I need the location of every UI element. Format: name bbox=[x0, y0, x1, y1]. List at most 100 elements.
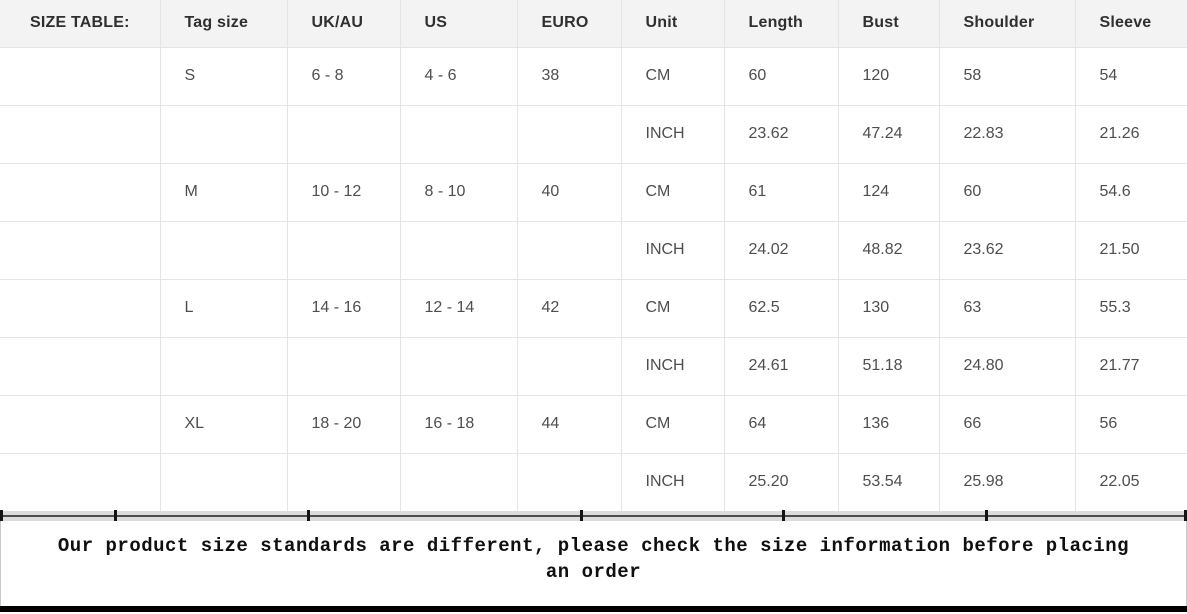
table-cell: 4 - 6 bbox=[399, 46, 518, 106]
header-length: Length bbox=[723, 0, 839, 48]
table-cell: 124 bbox=[837, 162, 940, 222]
table-cell: 10 - 12 bbox=[286, 162, 401, 222]
table-row: INCH 25.20 53.54 25.98 22.05 bbox=[0, 452, 1187, 512]
table-cell: 21.26 bbox=[1074, 104, 1187, 164]
table-cell: 53.54 bbox=[837, 452, 940, 512]
table-cell: 23.62 bbox=[938, 220, 1076, 280]
table-cell: 23.62 bbox=[723, 104, 839, 164]
table-cell bbox=[159, 220, 288, 280]
table-cell: 47.24 bbox=[837, 104, 940, 164]
size-note-text: Our product size standards are different… bbox=[57, 535, 1130, 583]
table-cell: 66 bbox=[938, 394, 1076, 454]
table-cell bbox=[0, 452, 161, 512]
header-row: SIZE TABLE: Tag size UK/AU US EURO Unit … bbox=[0, 0, 1187, 48]
table-cell: 54.6 bbox=[1074, 162, 1187, 222]
table-cell: 54 bbox=[1074, 46, 1187, 106]
table-cell bbox=[0, 278, 161, 338]
table-row: M 10 - 12 8 - 10 40 CM 61 124 60 54.6 bbox=[0, 162, 1187, 222]
table-cell: CM bbox=[620, 278, 725, 338]
table-cell: 21.77 bbox=[1074, 336, 1187, 396]
table-cell: 40 bbox=[516, 162, 622, 222]
table-cell: 8 - 10 bbox=[399, 162, 518, 222]
scrollbar-tick bbox=[782, 510, 785, 522]
table-cell: CM bbox=[620, 162, 725, 222]
table-cell: 136 bbox=[837, 394, 940, 454]
table-cell: 61 bbox=[723, 162, 839, 222]
header-tag-size: Tag size bbox=[159, 0, 288, 48]
table-row: INCH 24.02 48.82 23.62 21.50 bbox=[0, 220, 1187, 280]
table-cell: S bbox=[159, 46, 288, 106]
table-cell bbox=[159, 104, 288, 164]
table-cell: 25.20 bbox=[723, 452, 839, 512]
table-cell bbox=[286, 104, 401, 164]
table-row: INCH 23.62 47.24 22.83 21.26 bbox=[0, 104, 1187, 164]
table-cell bbox=[0, 162, 161, 222]
table-cell bbox=[399, 452, 518, 512]
scrollbar-tick bbox=[985, 510, 988, 522]
table-cell bbox=[516, 336, 622, 396]
header-us: US bbox=[399, 0, 518, 48]
table-cell: 22.05 bbox=[1074, 452, 1187, 512]
table-cell: 62.5 bbox=[723, 278, 839, 338]
table-cell: 44 bbox=[516, 394, 622, 454]
scrollbar-line bbox=[0, 515, 1187, 517]
table-cell bbox=[0, 394, 161, 454]
table-cell: XL bbox=[159, 394, 288, 454]
table-cell: 22.83 bbox=[938, 104, 1076, 164]
table-cell bbox=[516, 452, 622, 512]
scrollbar-tick bbox=[0, 510, 3, 522]
table-cell: 21.50 bbox=[1074, 220, 1187, 280]
table-cell bbox=[399, 220, 518, 280]
header-uk-au: UK/AU bbox=[286, 0, 401, 48]
table-cell: 24.61 bbox=[723, 336, 839, 396]
table-cell bbox=[159, 336, 288, 396]
table-cell: 24.80 bbox=[938, 336, 1076, 396]
table-cell bbox=[0, 336, 161, 396]
table-cell: 25.98 bbox=[938, 452, 1076, 512]
table-cell bbox=[159, 452, 288, 512]
table-cell: 14 - 16 bbox=[286, 278, 401, 338]
table-cell: L bbox=[159, 278, 288, 338]
table-cell: 48.82 bbox=[837, 220, 940, 280]
table-cell: CM bbox=[620, 46, 725, 106]
scrollbar-tick bbox=[307, 510, 310, 522]
table-row: INCH 24.61 51.18 24.80 21.77 bbox=[0, 336, 1187, 396]
scrollbar-tick bbox=[114, 510, 117, 522]
table-cell bbox=[286, 452, 401, 512]
header-shoulder: Shoulder bbox=[938, 0, 1076, 48]
horizontal-scrollbar-track[interactable] bbox=[0, 510, 1187, 522]
table-row: L 14 - 16 12 - 14 42 CM 62.5 130 63 55.3 bbox=[0, 278, 1187, 338]
table-cell bbox=[516, 220, 622, 280]
scrollbar-tick bbox=[1184, 510, 1187, 522]
table-cell: 60 bbox=[938, 162, 1076, 222]
header-unit: Unit bbox=[620, 0, 725, 48]
table-cell: 58 bbox=[938, 46, 1076, 106]
table-cell: 63 bbox=[938, 278, 1076, 338]
table-cell: INCH bbox=[620, 336, 725, 396]
header-euro: EURO bbox=[516, 0, 622, 48]
table-cell bbox=[0, 46, 161, 106]
table-cell: 130 bbox=[837, 278, 940, 338]
table-cell bbox=[516, 104, 622, 164]
table-cell: CM bbox=[620, 394, 725, 454]
bottom-border-bar bbox=[0, 606, 1187, 612]
table-cell: INCH bbox=[620, 452, 725, 512]
table-cell: 18 - 20 bbox=[286, 394, 401, 454]
table-row: XL 18 - 20 16 - 18 44 CM 64 136 66 56 bbox=[0, 394, 1187, 454]
table-cell bbox=[399, 336, 518, 396]
table-cell bbox=[0, 220, 161, 280]
table-cell: 24.02 bbox=[723, 220, 839, 280]
table-cell bbox=[286, 336, 401, 396]
table-cell: INCH bbox=[620, 104, 725, 164]
table-cell: 55.3 bbox=[1074, 278, 1187, 338]
table-cell bbox=[0, 104, 161, 164]
table-cell bbox=[399, 104, 518, 164]
table-cell: 56 bbox=[1074, 394, 1187, 454]
size-note-box: Our product size standards are different… bbox=[0, 521, 1187, 606]
table-cell: 38 bbox=[516, 46, 622, 106]
table-cell: 42 bbox=[516, 278, 622, 338]
table-cell: 12 - 14 bbox=[399, 278, 518, 338]
scrollbar-tick bbox=[580, 510, 583, 522]
